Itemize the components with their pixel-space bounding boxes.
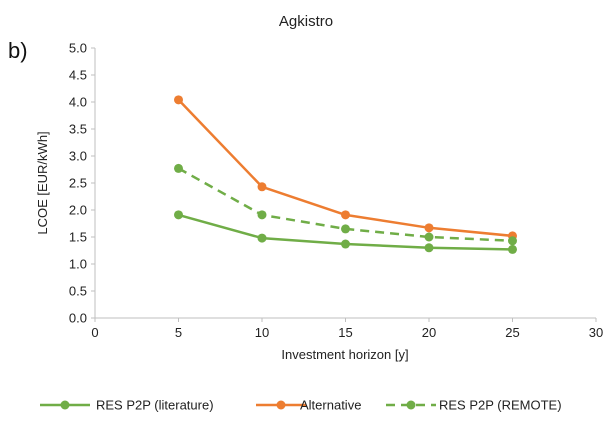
x-tick-label: 30 (589, 325, 603, 340)
data-point (174, 163, 183, 173)
panel-label: b) (8, 38, 28, 63)
series-layer (174, 95, 517, 254)
data-point (424, 232, 434, 242)
legend-swatch-marker (60, 400, 70, 410)
data-point (257, 233, 267, 243)
data-point (341, 224, 350, 234)
data-point (174, 95, 183, 105)
y-tick-label: 1.5 (69, 230, 87, 245)
data-point (424, 223, 434, 233)
legend-item: RES P2P (REMOTE) (386, 398, 562, 413)
data-point (508, 244, 517, 254)
legend-item: Alternative (256, 398, 361, 413)
data-point (257, 210, 267, 220)
legend: RES P2P (literature) Alternative RES P2P (… (40, 398, 562, 413)
data-point (341, 210, 350, 220)
legend-item: RES P2P (literature) (40, 398, 214, 413)
series-2 (174, 95, 517, 241)
legend-label: RES P2P (literature) (96, 398, 214, 413)
data-point (174, 210, 183, 220)
y-tick-label: 2.5 (69, 176, 87, 191)
y-tick-label: 4.0 (69, 95, 87, 110)
data-point (508, 236, 517, 246)
axis-ticks: 0.0 0.5 1.0 1.5 2.0 2.5 3.0 3.5 4.0 4.5 5.0 0 5 10 15 2… (69, 41, 603, 341)
x-axis-title: Investment horizon [y] (281, 347, 408, 362)
y-tick-label: 0.5 (69, 284, 87, 299)
x-tick-label: 0 (91, 325, 98, 340)
legend-label: Alternative (300, 398, 361, 413)
chart-title: Agkistro (279, 13, 333, 30)
legend-label: RES P2P (REMOTE) (439, 398, 562, 413)
series-1 (174, 210, 517, 254)
x-tick-label: 5 (175, 325, 182, 340)
x-tick-label: 15 (338, 325, 352, 340)
legend-swatch-marker (406, 400, 416, 410)
x-tick-label: 25 (505, 325, 519, 340)
y-tick-label: 3.5 (69, 122, 87, 137)
y-tick-label: 5.0 (69, 41, 87, 56)
y-tick-label: 3.0 (69, 149, 87, 164)
data-point (424, 243, 434, 253)
series-3 (174, 163, 517, 246)
data-point (341, 239, 350, 249)
data-point (257, 182, 267, 192)
x-tick-label: 20 (422, 325, 436, 340)
y-tick-label: 2.0 (69, 203, 87, 218)
y-tick-label: 0.0 (69, 311, 87, 326)
y-axis-title: LCOE [EUR/kWh] (35, 131, 50, 234)
y-tick-label: 4.5 (69, 68, 87, 83)
legend-swatch-marker (276, 400, 286, 410)
x-tick-label: 10 (255, 325, 269, 340)
y-tick-label: 1.0 (69, 257, 87, 272)
